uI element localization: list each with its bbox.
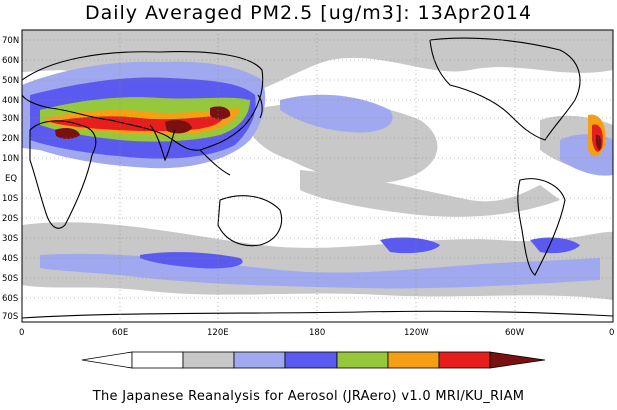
field-darkred-mexico xyxy=(595,134,602,150)
coast-antarctica xyxy=(22,310,613,319)
coast-japan xyxy=(257,94,263,119)
longitude-labels: 0 60E 120E 180 120W 60W 0 xyxy=(19,328,614,338)
lon-label: 0 xyxy=(19,328,24,338)
latitude-labels: 70N 60N 50N 40N 30N 20N 10N EQ 10S 20S 3… xyxy=(2,36,19,322)
coast-india xyxy=(149,124,176,162)
footer-credit: The Japanese Reanalysis for Aerosol (JRA… xyxy=(92,389,525,404)
field-darkred-arabia xyxy=(55,127,80,139)
colorbar-segment xyxy=(284,351,338,369)
pm25-map: 70N 60N 50N 40N 30N 20N 10N EQ 10S 20S 3… xyxy=(2,29,614,369)
coastlines xyxy=(22,37,613,319)
colorbar-arrow-right xyxy=(489,351,546,369)
field-darkred-india xyxy=(165,120,192,134)
coast-africa xyxy=(29,120,97,229)
lat-label: 30S xyxy=(2,234,18,244)
field-lightblue-pacific xyxy=(280,94,393,133)
colorbar-segment xyxy=(182,351,235,369)
field-blue-southern-band xyxy=(140,252,243,269)
colorbar-segment xyxy=(131,351,184,369)
colorbar-arrow-left xyxy=(81,351,133,369)
colorbar-segment xyxy=(438,351,491,369)
lat-label: 10N xyxy=(2,154,19,164)
lat-label: 20N xyxy=(2,134,19,144)
colorbar: 0 5 10 20 35 50 65 80 xyxy=(81,351,546,369)
coast-northamerica xyxy=(429,37,581,141)
concentration-field xyxy=(22,30,613,300)
lat-label: 50S xyxy=(2,274,18,284)
map-title: Daily Averaged PM2.5 [ug/m3]: 13Apr2014 xyxy=(84,2,533,24)
coast-seasia xyxy=(199,149,231,176)
lon-label: 0 xyxy=(609,328,614,338)
lon-label: 120E xyxy=(207,328,229,338)
field-blue-southamerica xyxy=(530,237,580,254)
lon-label: 60W xyxy=(505,328,525,338)
colorbar-segment xyxy=(336,351,389,369)
field-grey-tropics xyxy=(300,170,560,217)
lat-label: 10S xyxy=(2,194,18,204)
lat-label: 70N xyxy=(2,36,19,46)
coast-southamerica xyxy=(517,178,566,276)
lat-label: 60N xyxy=(2,56,19,66)
field-darkred-china xyxy=(210,106,231,120)
lon-label: 180 xyxy=(309,328,325,338)
field-blue-pacific-band xyxy=(380,237,440,254)
lon-label: 60E xyxy=(112,328,128,338)
lon-label: 120W xyxy=(404,328,429,338)
lat-label: 40S xyxy=(2,254,18,264)
coast-australia xyxy=(217,195,283,247)
coast-eurasia xyxy=(22,51,264,151)
lat-label: 70S xyxy=(2,312,18,322)
lat-label: 50N xyxy=(2,76,19,86)
lat-label: 60S xyxy=(2,294,18,304)
map-frame xyxy=(21,29,614,323)
colorbar-segment xyxy=(387,351,440,369)
colorbar-segment xyxy=(233,351,286,369)
lat-label: 40N xyxy=(2,96,19,106)
lat-label: 20S xyxy=(2,214,18,224)
graticule xyxy=(22,30,613,322)
lat-label: 30N xyxy=(2,114,19,124)
lat-label: EQ xyxy=(5,174,17,184)
